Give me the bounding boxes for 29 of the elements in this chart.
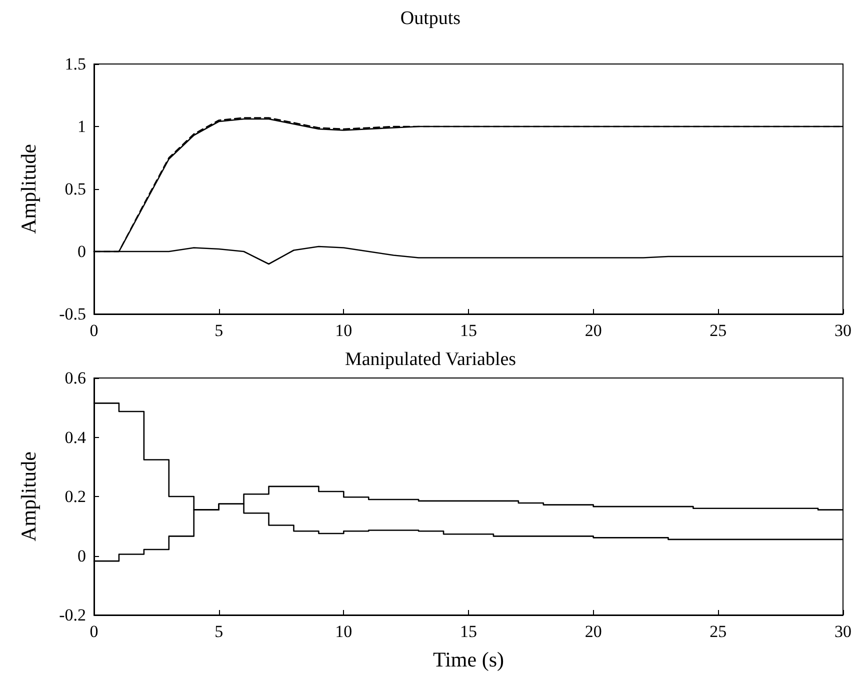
- x-tick-label: 20: [584, 321, 602, 340]
- x-tick-label: 0: [90, 622, 98, 641]
- x-tick-label: 5: [214, 622, 224, 641]
- x-tick-label: 20: [584, 622, 602, 641]
- y-tick-label: 0: [78, 242, 86, 261]
- y-tick-label: 1.5: [64, 54, 86, 74]
- y-tick-label: 0.6: [64, 368, 86, 388]
- x-tick-label: 5: [214, 321, 224, 340]
- y-tick-label: -0.2: [59, 606, 86, 624]
- x-tick-label: 15: [460, 622, 477, 641]
- y-tick-label: 1: [78, 117, 86, 136]
- y-tick-label: 0.4: [64, 428, 86, 447]
- x-tick-label: 0: [90, 321, 98, 340]
- x-axis-title: Time (s): [433, 648, 504, 672]
- x-tick-label: 30: [834, 622, 852, 641]
- chart-title: Outputs: [400, 8, 461, 29]
- x-tick-label: 25: [710, 321, 727, 340]
- x-tick-label: 25: [710, 622, 727, 641]
- y-axis-title: Amplitude: [16, 452, 40, 542]
- y-axis-title: Amplitude: [16, 144, 40, 234]
- x-tick-label: 15: [460, 321, 477, 340]
- y-tick-label: 0.5: [64, 180, 86, 198]
- x-tick-label: 10: [335, 622, 352, 641]
- y-tick-label: 0: [78, 546, 86, 566]
- y-tick-label: -0.5: [59, 304, 86, 324]
- x-tick-label: 30: [834, 321, 852, 340]
- x-tick-label: 10: [335, 321, 352, 340]
- chart-title: Manipulated Variables: [344, 349, 516, 370]
- y-tick-label: 0.2: [64, 487, 86, 506]
